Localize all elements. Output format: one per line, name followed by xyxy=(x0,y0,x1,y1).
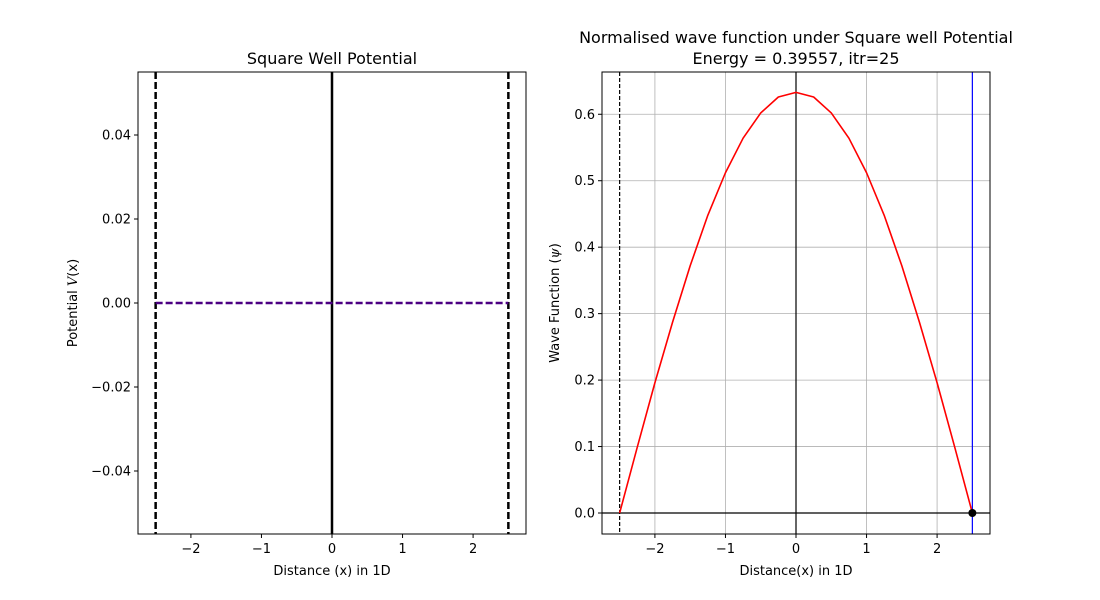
y-tick-label: 0.5 xyxy=(574,174,595,189)
x-tick-label: 1 xyxy=(862,542,870,557)
x-tick-label: 0 xyxy=(328,542,336,557)
y-tick-label: −0.02 xyxy=(91,381,131,396)
x-tick-label: 2 xyxy=(469,542,477,557)
y-tick-label: 0.4 xyxy=(574,241,595,256)
y-tick-label: 0.2 xyxy=(574,374,595,389)
y-tick-label: 0.1 xyxy=(574,440,595,455)
y-tick-label: −0.04 xyxy=(91,465,131,480)
x-tick-label: 1 xyxy=(398,542,406,557)
y-tick-label: 0.00 xyxy=(102,297,131,312)
wave-function-series xyxy=(618,91,974,514)
x-tick-label: −1 xyxy=(716,542,735,557)
y-tick-label: 0.3 xyxy=(574,307,595,322)
chart-title-line2: Energy = 0.39557, itr=25 xyxy=(693,49,900,68)
chart-title-line1: Normalised wave function under Square we… xyxy=(579,28,1013,47)
wave-function-chart: −2 −1 0 1 2 0.0 0.1 0.2 0.3 0.4 0.5 0.6 Normalised… xyxy=(548,28,1013,579)
x-tick-label: 2 xyxy=(933,542,941,557)
x-tick-label: −2 xyxy=(181,542,200,557)
chart-title: Square Well Potential xyxy=(247,49,417,68)
x-axis-label: Distance (x) in 1D xyxy=(273,564,390,579)
x-tick-label: −1 xyxy=(252,542,271,557)
x-tick-label: −2 xyxy=(645,542,664,557)
y-axis-label: Wave Function (ψ) xyxy=(548,243,563,363)
y-axis-label: Potential V(x) xyxy=(66,259,81,347)
y-tick-label: 0.04 xyxy=(102,129,131,144)
square-well-chart: −2 −1 0 1 2 −0.04 −0.02 0.00 0.02 0.04 Square We… xyxy=(66,49,527,579)
boundary-point xyxy=(968,509,977,517)
y-tick-label: 0.02 xyxy=(102,213,131,228)
y-tick-label: 0.0 xyxy=(574,507,595,522)
x-axis-label: Distance(x) in 1D xyxy=(739,564,852,579)
x-tick-label: 0 xyxy=(792,542,800,557)
y-tick-label: 0.6 xyxy=(574,108,595,123)
